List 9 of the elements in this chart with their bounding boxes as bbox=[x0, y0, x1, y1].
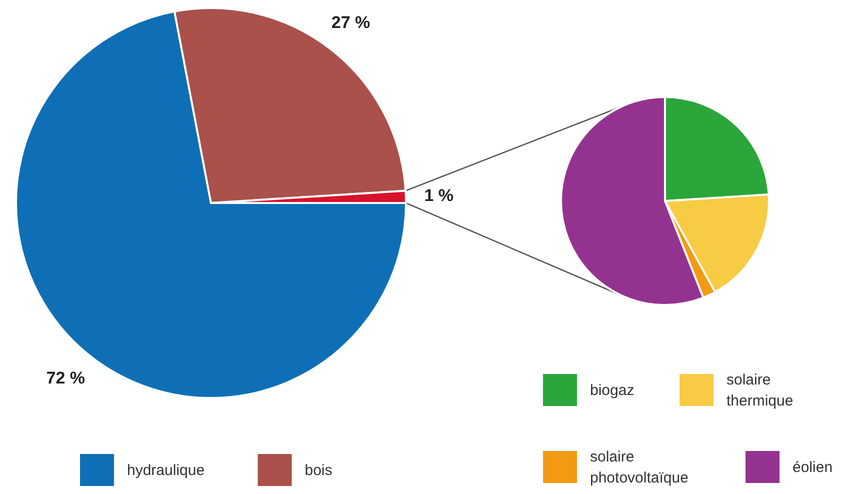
data-label: 72 % bbox=[46, 368, 86, 388]
data-label: 27 % bbox=[331, 12, 370, 32]
legend-label: biogaz bbox=[590, 382, 634, 399]
data-label: 1 % bbox=[424, 186, 454, 205]
legend-label: hydraulique bbox=[127, 462, 205, 479]
legend-label: solaire photovoltaïque bbox=[590, 448, 688, 486]
legend-label: bois bbox=[304, 462, 332, 479]
legend-label: solaire thermique bbox=[726, 372, 794, 410]
legend-label: éolien bbox=[792, 459, 833, 476]
